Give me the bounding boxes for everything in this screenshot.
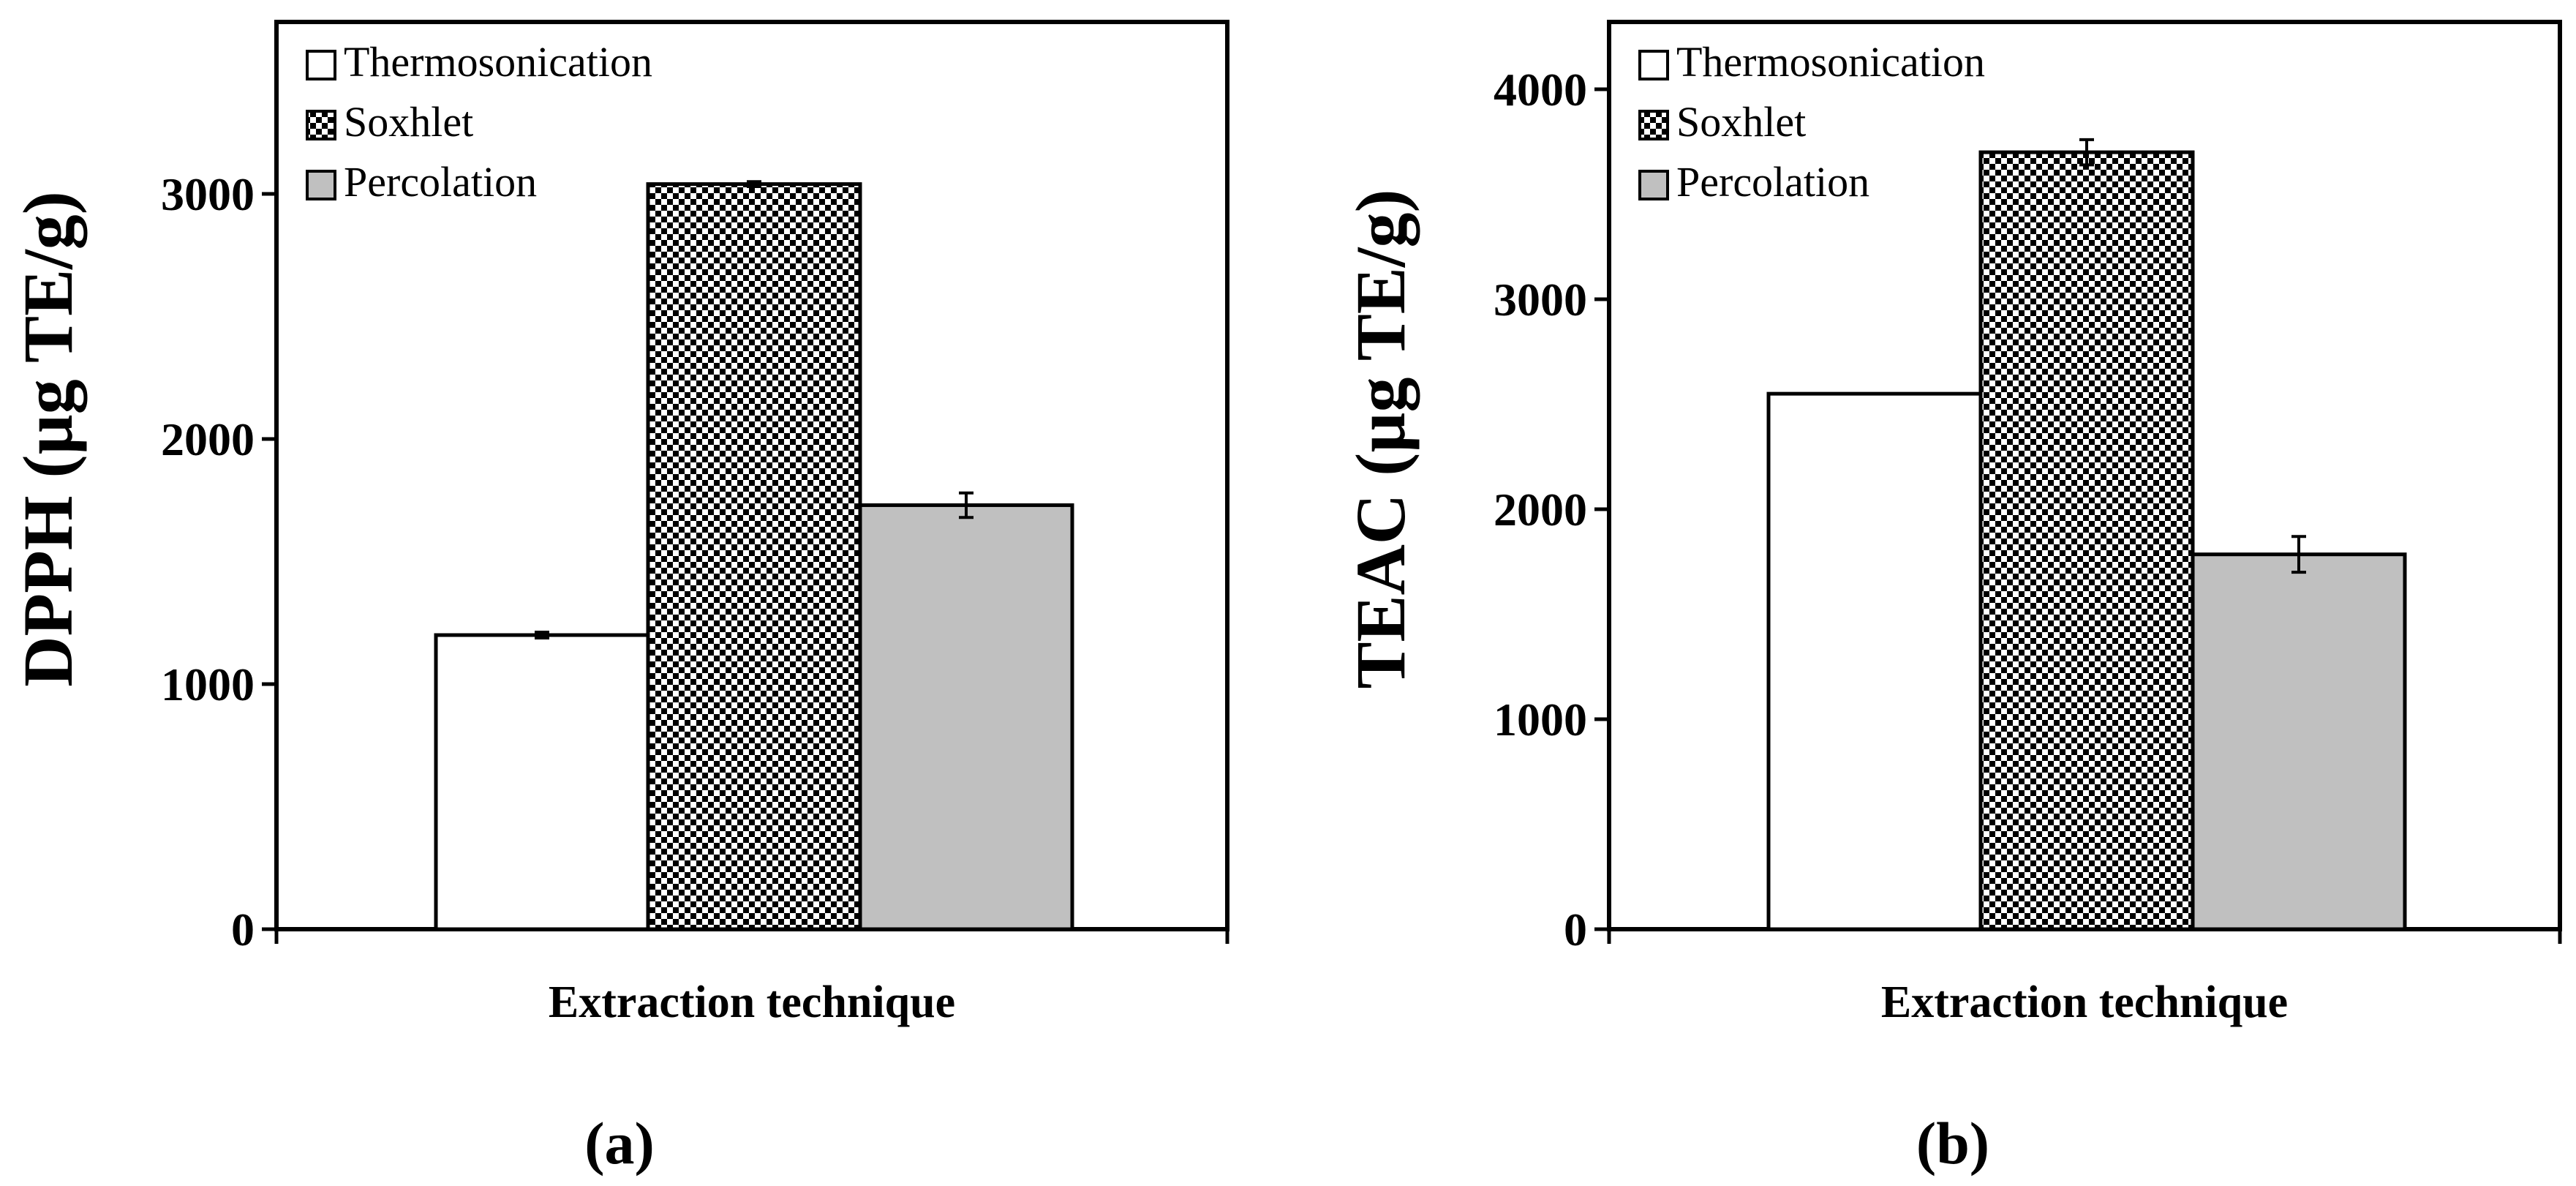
y-axis-label-a: DPPH (µg TE/g) bbox=[9, 191, 87, 687]
legend-label: Percolation bbox=[1676, 158, 1869, 206]
panel-a: 0 1000 2000 3000 Thermosonication Soxhlet Per… bbox=[9, 20, 1229, 1176]
errorbars-a bbox=[535, 180, 973, 640]
y-tick-label: 0 bbox=[1564, 904, 1587, 956]
legend-swatch bbox=[1638, 110, 1669, 140]
legend-item-percolation: Percolation bbox=[1638, 158, 1869, 206]
bar-percolation bbox=[858, 503, 1074, 931]
y-tick-labels-b: 0 1000 2000 3000 4000 bbox=[1494, 64, 1587, 956]
bars-a bbox=[434, 182, 1074, 931]
legend-swatch bbox=[306, 110, 336, 140]
error-bar-thermosonication bbox=[535, 630, 549, 640]
y-tick-label: 0 bbox=[231, 904, 255, 956]
legend-a: Thermosonication Soxhlet Percolation bbox=[306, 38, 652, 206]
error-bar-percolation bbox=[2291, 535, 2306, 574]
legend-label: Percolation bbox=[344, 158, 537, 206]
y-tick-labels-a: 0 1000 2000 3000 bbox=[161, 168, 255, 956]
error-bar-soxhlet bbox=[2079, 138, 2094, 167]
legend-label: Soxhlet bbox=[344, 98, 473, 146]
y-tick-label: 2000 bbox=[1494, 484, 1587, 536]
legend-swatch bbox=[1638, 50, 1669, 80]
y-axis-label-b: TEAC (µg TE/g) bbox=[1341, 189, 1420, 689]
legend-b: Thermosonication Soxhlet Percolation bbox=[1638, 38, 1985, 206]
y-tick-label: 3000 bbox=[161, 168, 255, 220]
panel-label-b: (b) bbox=[1916, 1110, 1989, 1176]
panel-b: 0 1000 2000 3000 4000 Thermosonication Soxhle… bbox=[1341, 20, 2562, 1176]
y-tick-label: 4000 bbox=[1494, 64, 1587, 116]
y-ticks-b bbox=[1594, 87, 2562, 944]
bar-soxhlet bbox=[1978, 150, 2195, 931]
legend-item-soxhlet: Soxhlet bbox=[306, 98, 473, 146]
error-bar-percolation bbox=[959, 491, 973, 519]
bar-thermosonication bbox=[1766, 391, 1983, 931]
bars-b bbox=[1766, 150, 2407, 931]
x-axis-label-a: Extraction technique bbox=[549, 977, 955, 1027]
legend-label: Soxhlet bbox=[1676, 98, 1806, 146]
legend-swatch bbox=[306, 170, 336, 200]
bar-thermosonication bbox=[434, 633, 650, 931]
errorbars-b bbox=[2079, 138, 2306, 574]
legend-swatch bbox=[306, 50, 336, 80]
legend-item-soxhlet: Soxhlet bbox=[1638, 98, 1806, 146]
y-tick-label: 2000 bbox=[161, 413, 255, 465]
y-tick-label: 1000 bbox=[1494, 694, 1587, 746]
panel-label-a: (a) bbox=[584, 1110, 655, 1176]
legend-item-percolation: Percolation bbox=[306, 158, 537, 206]
bar-soxhlet bbox=[646, 182, 862, 931]
legend-label: Thermosonication bbox=[344, 38, 652, 86]
y-ticks-a bbox=[262, 192, 1229, 944]
legend-swatch bbox=[1638, 170, 1669, 200]
x-axis-label-b: Extraction technique bbox=[1881, 977, 2288, 1027]
y-tick-label: 1000 bbox=[161, 658, 255, 710]
bar-percolation bbox=[2191, 552, 2407, 931]
legend-item-thermosonication: Thermosonication bbox=[306, 38, 652, 86]
y-tick-label: 3000 bbox=[1494, 274, 1587, 326]
legend-label: Thermosonication bbox=[1676, 38, 1985, 86]
error-bar-soxhlet bbox=[747, 180, 761, 188]
legend-item-thermosonication: Thermosonication bbox=[1638, 38, 1985, 86]
